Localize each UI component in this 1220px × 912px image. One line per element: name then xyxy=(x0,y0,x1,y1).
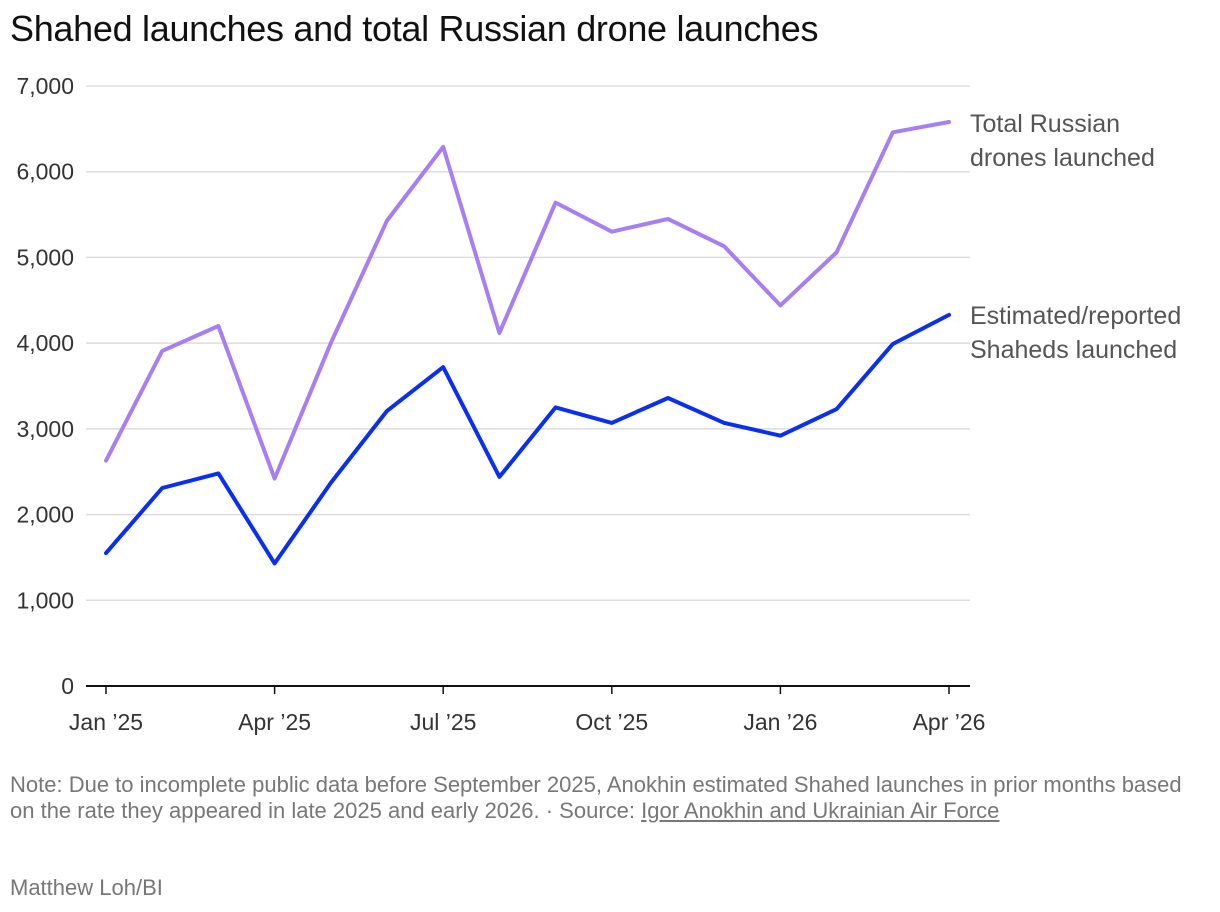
x-tick-label: Oct ’25 xyxy=(575,709,648,735)
data-point xyxy=(891,130,895,134)
series-line-shaheds xyxy=(104,312,951,566)
data-point xyxy=(835,407,839,411)
x-tick-label: Apr ’25 xyxy=(238,709,311,735)
note-text: Note: Due to incomplete public data befo… xyxy=(10,772,1182,823)
data-point xyxy=(497,331,501,335)
y-tick-label: 3,000 xyxy=(16,416,74,442)
data-point xyxy=(778,303,782,307)
data-point xyxy=(947,120,951,124)
data-point xyxy=(441,145,445,149)
data-point xyxy=(441,365,445,369)
data-point xyxy=(666,217,670,221)
data-point xyxy=(216,324,220,328)
data-point xyxy=(160,349,164,353)
x-tick-label: Jul ’25 xyxy=(410,709,476,735)
series-label: Estimated/reported xyxy=(970,302,1181,330)
chart-credit: Matthew Loh/BI xyxy=(10,875,163,900)
line-chart: 0 1,000 2,000 3,000 4,000 5,000 6,000 7,000 Jan … xyxy=(16,73,1181,735)
data-point xyxy=(216,471,220,475)
data-point xyxy=(497,475,501,479)
data-point xyxy=(329,481,333,485)
chart-note: Note: Due to incomplete public data befo… xyxy=(10,772,1200,824)
y-tick-label: 7,000 xyxy=(16,73,74,99)
x-tick-label: Jan ’25 xyxy=(69,709,143,735)
data-point xyxy=(385,219,389,223)
x-tick-label: Apr ’26 xyxy=(913,709,986,735)
series-line-total-drones xyxy=(104,120,951,481)
series-label: Shaheds launched xyxy=(970,336,1177,364)
data-point xyxy=(329,341,333,345)
data-point xyxy=(554,405,558,409)
data-point xyxy=(610,421,614,425)
y-tick-label: 0 xyxy=(61,673,74,699)
series-label: Total Russian xyxy=(970,110,1120,138)
data-point xyxy=(385,409,389,413)
source-link[interactable]: Igor Anokhin and Ukrainian Air Force xyxy=(641,798,1000,823)
y-tick-label: 2,000 xyxy=(16,502,74,528)
data-point xyxy=(666,396,670,400)
data-point xyxy=(778,434,782,438)
chart-title: Shahed launches and total Russian drone … xyxy=(10,8,819,49)
data-point xyxy=(160,486,164,490)
data-point xyxy=(273,477,277,481)
data-point xyxy=(104,459,108,463)
y-tick-label: 5,000 xyxy=(16,244,74,270)
data-point xyxy=(891,342,895,346)
series-label: drones launched xyxy=(970,144,1155,172)
data-point xyxy=(610,230,614,234)
y-tick-label: 4,000 xyxy=(16,330,74,356)
y-tick-label: 6,000 xyxy=(16,159,74,185)
data-point xyxy=(722,244,726,248)
data-point xyxy=(835,250,839,254)
x-tick-label: Jan ’26 xyxy=(743,709,817,735)
data-point xyxy=(273,561,277,565)
data-point xyxy=(947,313,951,317)
data-point xyxy=(104,551,108,555)
data-point xyxy=(722,421,726,425)
data-point xyxy=(554,201,558,205)
y-tick-label: 1,000 xyxy=(16,587,74,613)
